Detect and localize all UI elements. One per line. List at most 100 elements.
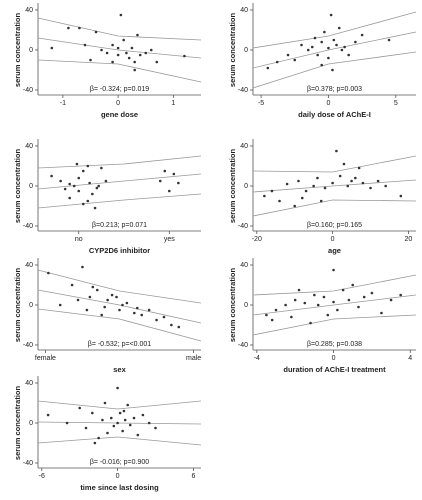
- point: [163, 169, 167, 173]
- y-tick-label: 40: [240, 262, 248, 269]
- point: [141, 413, 145, 417]
- fit-line: [37, 421, 202, 425]
- point: [266, 66, 270, 70]
- x-axis-label: CYP2D6 inhibitor: [89, 246, 150, 255]
- point: [109, 416, 113, 420]
- x-tick-label: -6: [39, 473, 45, 480]
- x-tick-label: -20: [252, 236, 262, 243]
- point: [399, 293, 402, 297]
- annotation: β=0.378; p=0.003: [307, 86, 362, 93]
- x-tick-label: -4: [254, 355, 260, 362]
- point: [81, 265, 84, 269]
- point: [91, 285, 95, 289]
- point: [89, 58, 92, 62]
- point: [335, 43, 338, 47]
- point: [68, 196, 71, 200]
- point: [118, 308, 121, 312]
- point: [126, 403, 130, 407]
- point: [168, 189, 171, 193]
- point: [347, 298, 351, 302]
- point: [101, 418, 104, 422]
- point: [91, 411, 94, 415]
- point: [86, 199, 90, 203]
- fit-line: [37, 289, 202, 324]
- point: [88, 181, 91, 185]
- point: [149, 48, 153, 52]
- point: [116, 421, 119, 425]
- y-axis-label: serum concentration: [228, 148, 237, 223]
- point: [278, 199, 281, 203]
- y-axis-label: serum concentration: [13, 267, 22, 342]
- point: [47, 271, 50, 275]
- point: [343, 45, 346, 49]
- point: [103, 305, 106, 309]
- point: [275, 60, 279, 64]
- fit-line: [37, 37, 202, 59]
- point: [284, 303, 287, 307]
- x-tick-label: 6: [191, 473, 195, 480]
- point: [63, 187, 67, 191]
- point: [138, 53, 142, 57]
- point: [303, 301, 307, 305]
- point: [316, 176, 319, 180]
- x-axis-label: gene dose: [101, 110, 138, 119]
- point: [369, 186, 372, 190]
- point: [310, 45, 314, 49]
- point: [270, 189, 274, 193]
- point: [133, 68, 136, 72]
- x-axis-label: duration of AChE-I treatment: [283, 365, 386, 374]
- point: [125, 51, 128, 55]
- fit-line: [37, 155, 202, 169]
- y-tick-label: 40: [240, 7, 248, 14]
- point: [105, 51, 109, 55]
- point: [338, 174, 342, 178]
- point: [97, 184, 100, 188]
- point: [122, 409, 126, 413]
- point: [354, 176, 357, 180]
- point: [67, 26, 70, 30]
- x-axis-label: time since last dosing: [80, 483, 159, 492]
- point: [111, 43, 114, 47]
- point: [95, 288, 99, 292]
- point: [312, 184, 315, 188]
- point: [331, 68, 334, 72]
- point: [121, 429, 124, 433]
- point: [123, 418, 127, 422]
- point: [78, 406, 81, 410]
- annotation: β= -0.324; p=0.019: [90, 86, 149, 93]
- point: [110, 293, 114, 297]
- point: [347, 53, 350, 57]
- fit-line: [252, 274, 417, 296]
- y-tick-label: -40: [23, 223, 33, 230]
- point: [332, 38, 336, 42]
- point: [304, 189, 308, 193]
- point: [106, 298, 109, 302]
- point: [84, 426, 88, 430]
- x-tick-label: 20: [405, 236, 413, 243]
- point: [362, 295, 366, 299]
- point: [104, 179, 108, 183]
- point: [285, 182, 289, 186]
- point: [313, 36, 317, 40]
- point: [183, 54, 186, 58]
- point: [351, 283, 355, 287]
- y-tick-label: 0: [244, 47, 248, 54]
- point: [100, 48, 103, 52]
- point: [81, 202, 85, 206]
- fit-line: [37, 17, 202, 41]
- point: [376, 179, 380, 183]
- point: [177, 181, 180, 185]
- point: [370, 291, 374, 295]
- point: [329, 13, 333, 17]
- point: [297, 288, 301, 292]
- point: [103, 401, 107, 405]
- y-axis-label: serum concentration: [228, 267, 237, 342]
- point: [136, 33, 139, 37]
- y-tick-label: 40: [25, 380, 33, 387]
- point: [342, 162, 346, 166]
- annotation: β=0.285; p=0.038: [307, 341, 362, 348]
- point: [112, 424, 116, 428]
- x-tick-label: 4: [408, 355, 412, 362]
- fit-line: [252, 199, 417, 217]
- point: [86, 164, 90, 168]
